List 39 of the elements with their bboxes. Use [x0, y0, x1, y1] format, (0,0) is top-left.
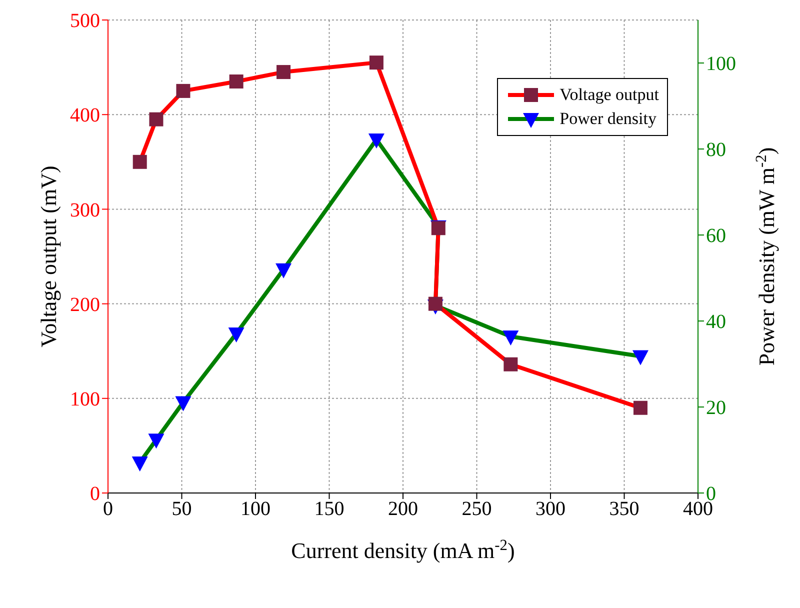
y-tick-label: 100 [70, 388, 100, 410]
y-tick-label: 400 [70, 104, 100, 127]
point [276, 65, 291, 80]
x-tick-label: 200 [388, 498, 418, 520]
point [229, 74, 244, 88]
point [175, 396, 192, 412]
point [276, 263, 292, 278]
legend-label: Voltage output [560, 85, 659, 105]
y2-tick-label: 80 [706, 139, 726, 162]
point [369, 56, 384, 70]
point [633, 400, 648, 415]
y-tick-label: 200 [70, 294, 100, 316]
x-tick-label: 50 [172, 498, 192, 520]
y2-tick-label: 60 [706, 225, 726, 248]
x-axis-title: Current density (mA m$^{-2}$) [291, 536, 515, 563]
y2-tick-label: 20 [706, 397, 726, 420]
point [368, 134, 384, 149]
y2-tick-label: 100 [706, 53, 736, 76]
y-tick-label: 500 [70, 10, 100, 32]
point [149, 112, 164, 126]
point [632, 350, 648, 366]
y-tick-label: 300 [70, 199, 100, 222]
y-axis-title: Voltage output (mV) [36, 166, 61, 348]
x-tick-label: 300 [536, 498, 566, 520]
x-tick-label: 350 [609, 498, 640, 520]
point [504, 357, 518, 372]
point [428, 296, 442, 311]
point [132, 456, 148, 472]
y-tick-label: 0 [90, 483, 100, 506]
legend-label: Power density [560, 109, 656, 129]
point [228, 327, 244, 342]
x-tick-label: 150 [314, 498, 344, 520]
point [148, 434, 164, 449]
y2-tick-label: 40 [706, 311, 726, 334]
point [502, 330, 519, 346]
point [132, 154, 147, 169]
x-tick-label: 250 [462, 498, 492, 520]
x-tick-label: 100 [240, 498, 270, 520]
point [176, 84, 190, 98]
